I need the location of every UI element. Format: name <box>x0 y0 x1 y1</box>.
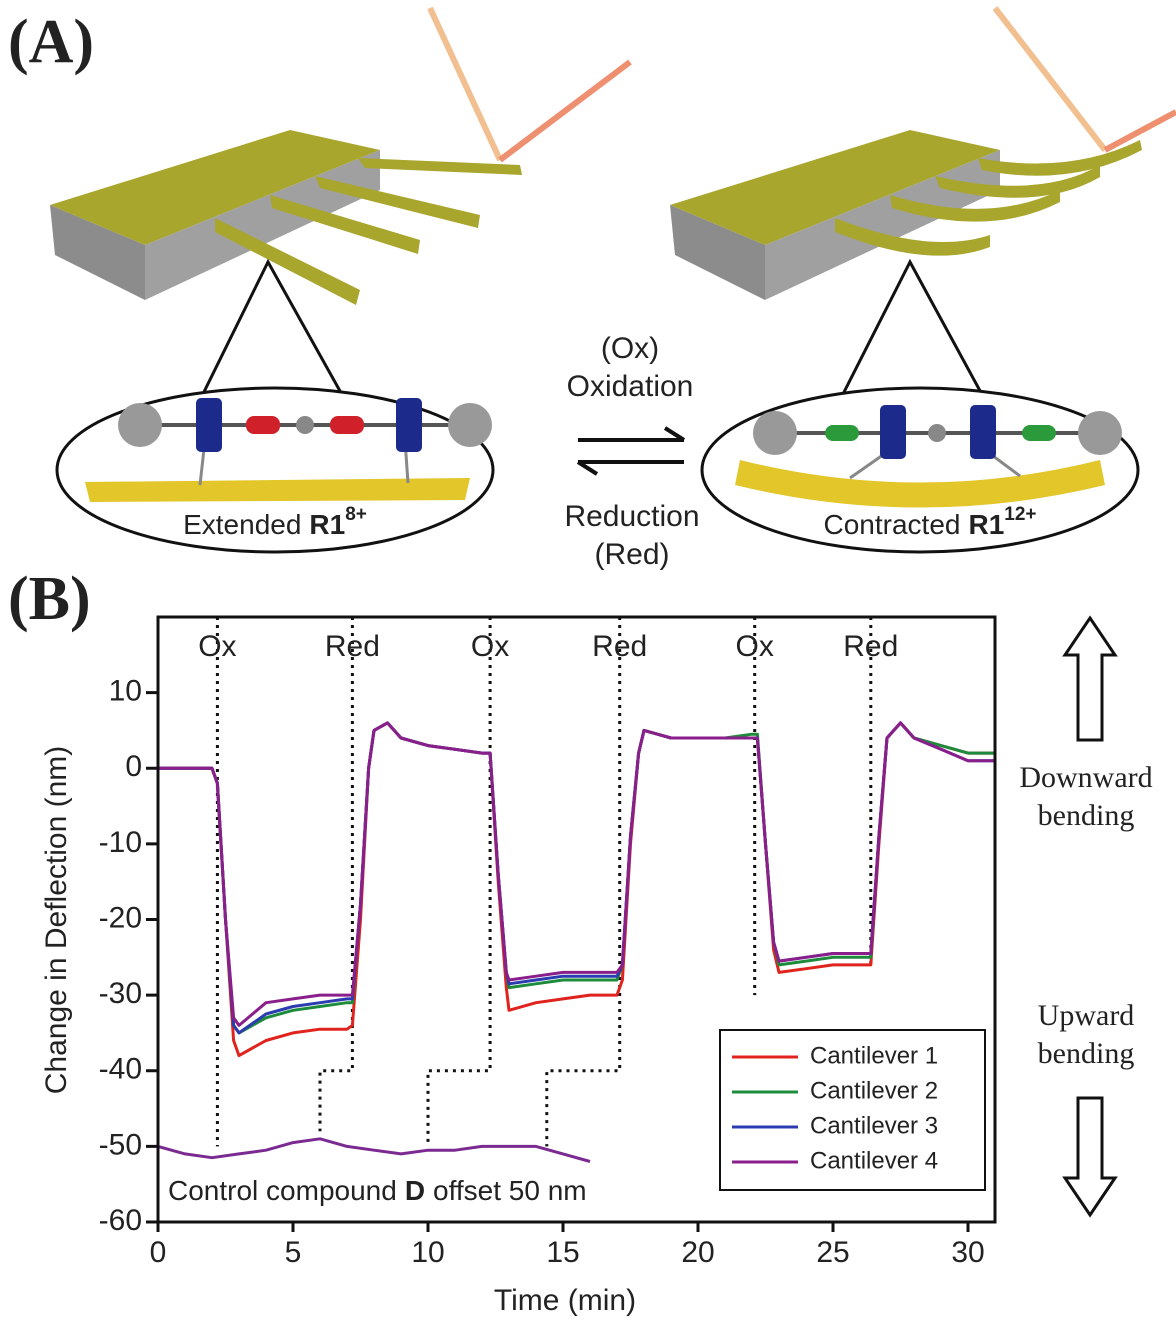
x-tick-label: 0 <box>150 1236 167 1269</box>
charge: 12+ <box>1004 504 1036 525</box>
bending-arrow <box>1065 1098 1115 1215</box>
compound: R1 <box>309 509 345 540</box>
event-label: Ox <box>198 630 236 663</box>
state-text: Contracted <box>824 509 961 540</box>
ring <box>396 398 422 452</box>
station <box>246 416 280 434</box>
laser-beam <box>995 8 1105 150</box>
reaction-label: (Ox) <box>601 332 659 365</box>
side-label: Upward <box>1038 999 1135 1032</box>
side-label: Downward <box>1019 761 1152 794</box>
state-text: Extended <box>183 509 301 540</box>
control-line <box>158 1139 590 1162</box>
panel-label: (B) <box>8 565 91 633</box>
panel-label: (A) <box>8 8 94 76</box>
event-label: Ox <box>471 630 509 663</box>
y-tick-label: -10 <box>99 826 142 859</box>
figure: (A) (Ox) Oxidation Reduction (Red) Exten… <box>0 0 1176 1323</box>
legend-label: Cantilever 4 <box>810 1147 938 1174</box>
callout <box>840 262 985 400</box>
gold-surface <box>85 478 470 502</box>
y-tick-label: -50 <box>99 1128 142 1161</box>
spacer <box>928 424 946 442</box>
stopper <box>448 403 492 447</box>
station <box>825 425 859 441</box>
y-tick-label: 10 <box>109 675 142 708</box>
control-text: offset 50 nm <box>433 1175 587 1206</box>
ring <box>970 405 996 459</box>
y-tick-label: -30 <box>99 977 142 1010</box>
event-line <box>320 617 352 1131</box>
stopper <box>1078 411 1122 455</box>
bending-arrow <box>1065 618 1115 740</box>
y-axis-label: Change in Deflection (nm) <box>40 746 73 1095</box>
event-line <box>428 617 490 1146</box>
station <box>330 416 364 434</box>
ring <box>196 398 222 452</box>
side-label: bending <box>1038 799 1135 832</box>
y-tick-label: 0 <box>125 750 142 783</box>
charge: 8+ <box>345 504 367 525</box>
event-label: Red <box>325 630 380 663</box>
side-label: bending <box>1038 1037 1135 1070</box>
event-label: Ox <box>736 630 774 663</box>
station <box>1022 425 1056 441</box>
x-tick-label: 25 <box>816 1236 849 1269</box>
compound: R1 <box>968 509 1004 540</box>
legend-label: Cantilever 3 <box>810 1112 938 1139</box>
event-label: Red <box>592 630 647 663</box>
stopper <box>753 411 797 455</box>
reaction-label: Reduction <box>564 500 699 533</box>
laser-beam <box>500 62 630 160</box>
event-label: Red <box>843 630 898 663</box>
state-label: Extended R18+ <box>183 504 367 540</box>
legend-label: Cantilever 2 <box>810 1077 938 1104</box>
spacer <box>296 416 314 434</box>
laser-beam <box>430 8 500 160</box>
page: {"diagram": {"panel_a": "(A)", "ox_abbre… <box>0 0 1176 1323</box>
control-compound: D <box>405 1175 425 1206</box>
y-tick-label: -60 <box>99 1204 142 1237</box>
x-tick-label: 30 <box>951 1236 984 1269</box>
x-tick-label: 20 <box>681 1236 714 1269</box>
legend-label: Cantilever 1 <box>810 1042 938 1069</box>
reaction-label: (Red) <box>594 538 669 571</box>
y-tick-label: -20 <box>99 901 142 934</box>
reaction-label: Oxidation <box>567 370 694 403</box>
event-line <box>547 617 620 1146</box>
control-text: Control compound <box>168 1175 397 1206</box>
x-tick-label: 15 <box>546 1236 579 1269</box>
y-tick-label: -40 <box>99 1053 142 1086</box>
stopper <box>118 403 162 447</box>
x-tick-label: 10 <box>411 1236 444 1269</box>
x-axis-label: Time (min) <box>494 1284 636 1317</box>
x-tick-label: 5 <box>285 1236 302 1269</box>
ring <box>880 405 906 459</box>
